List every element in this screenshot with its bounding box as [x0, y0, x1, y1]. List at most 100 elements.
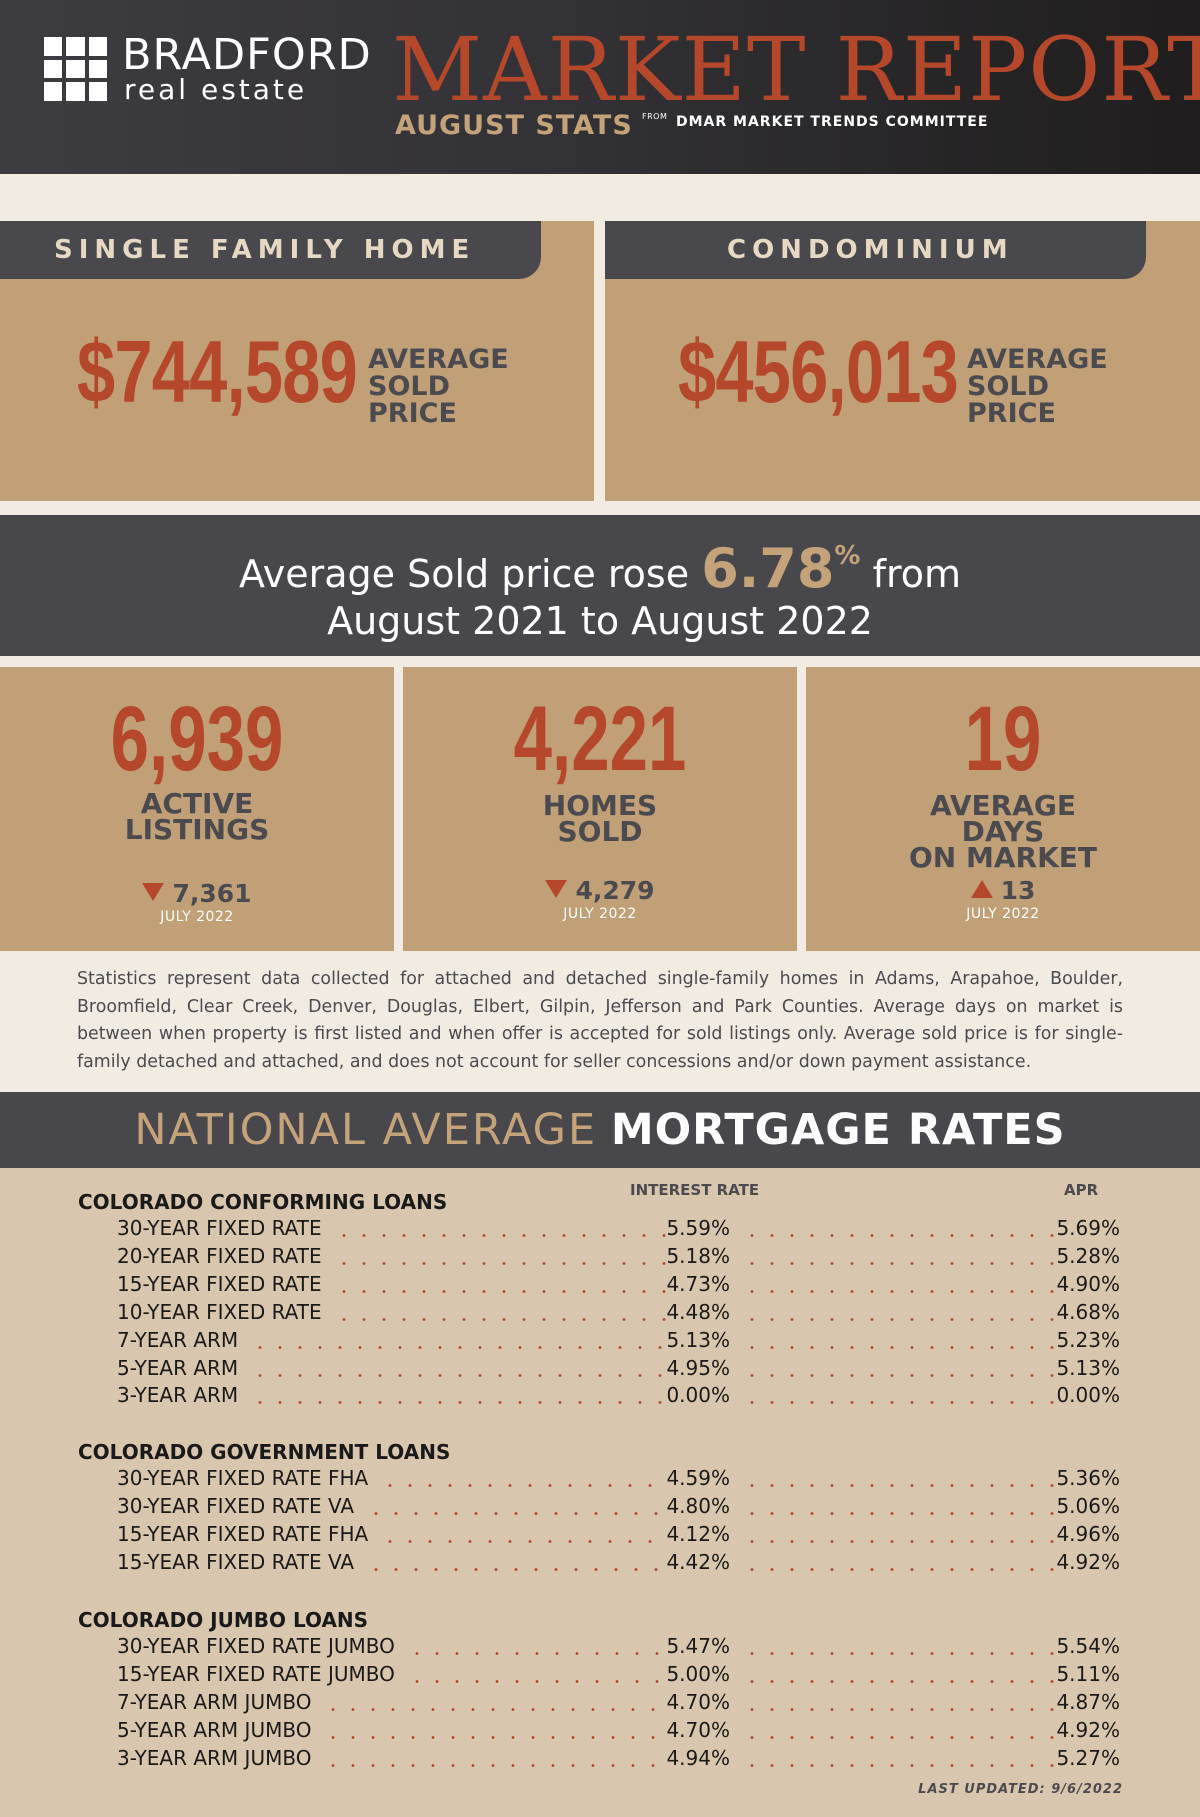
stat-label: AVERAGE DAYS ON MARKET	[908, 789, 1097, 874]
apr-rate: 4.92%	[1056, 1549, 1120, 1574]
leader-dots	[742, 1261, 1054, 1265]
brand-subtitle: real estate	[124, 73, 308, 106]
stat-number: 6,939	[110, 688, 284, 790]
loan-type: 7-YEAR ARM	[117, 1327, 239, 1352]
stat-month: JULY 2022	[160, 909, 234, 925]
rate-row: 5-YEAR ARM 4.95% 5.13%	[0, 1354, 1200, 1382]
leader-dots	[742, 1707, 1054, 1711]
leader-dots	[742, 1289, 1054, 1293]
banner-line-1: Average Sold price rose 6.78% from	[238, 537, 962, 600]
rate-row: 3-YEAR ARM 0.00% 0.00%	[0, 1381, 1200, 1409]
loan-type: 3-YEAR ARM JUMBO	[117, 1745, 312, 1770]
brand-logo-icon	[44, 37, 107, 101]
loan-type: 15-YEAR FIXED RATE FHA	[117, 1521, 369, 1546]
single-family-price-label: AVERAGE SOLD PRICE	[368, 344, 509, 429]
down-arrow-icon	[545, 880, 568, 898]
loan-type: 15-YEAR FIXED RATE VA	[117, 1549, 355, 1574]
stat-active-listings: 6,939 ACTIVE LISTINGS 7,361 JULY 2022	[0, 667, 394, 951]
report-source: DMAR MARKET TRENDS COMMITTEE	[676, 114, 989, 130]
stat-number: 4,221	[513, 688, 687, 790]
interest-rate: 0.00%	[666, 1383, 730, 1408]
leader-dots	[323, 1763, 666, 1767]
apr-rate: 5.54%	[1056, 1634, 1120, 1658]
rate-row: 20-YEAR FIXED RATE 5.18% 5.28%	[0, 1242, 1200, 1270]
leader-dots	[742, 1652, 1054, 1655]
banner-line-2: August 2021 to August 2022	[327, 599, 873, 643]
interest-rate: 4.95%	[666, 1355, 730, 1380]
interest-rate: 5.00%	[666, 1661, 730, 1686]
down-arrow-icon	[142, 883, 165, 901]
loan-type: 30-YEAR FIXED RATE VA	[117, 1493, 355, 1518]
leader-dots	[742, 1511, 1054, 1515]
apr-rate: 5.36%	[1056, 1466, 1120, 1490]
leader-dots	[407, 1652, 666, 1655]
loan-type: 15-YEAR FIXED RATE JUMBO	[117, 1661, 395, 1686]
apr-rate: 0.00%	[1056, 1383, 1120, 1408]
column-header-apr: APR	[1064, 1181, 1099, 1199]
banner-percent: 6.78%	[701, 537, 861, 600]
rate-row: 7-YEAR ARM JUMBO 4.70% 4.87%	[0, 1688, 1200, 1716]
loan-group-title: COLORADO CONFORMING LOANS	[78, 1190, 448, 1214]
apr-rate: 4.87%	[1056, 1689, 1120, 1714]
leader-dots	[380, 1484, 666, 1487]
loan-type: 5-YEAR ARM	[117, 1355, 239, 1380]
leader-dots	[334, 1261, 666, 1265]
rate-row: 30-YEAR FIXED RATE FHA 4.59% 5.36%	[0, 1464, 1200, 1492]
leader-dots	[407, 1679, 666, 1683]
leader-dots	[742, 1373, 1054, 1377]
stat-previous: 7,361	[0, 881, 394, 906]
interest-rate: 4.12%	[666, 1521, 730, 1546]
leader-dots	[323, 1707, 666, 1711]
apr-rate: 5.13%	[1056, 1355, 1120, 1380]
interest-rate: 5.59%	[666, 1216, 730, 1240]
rate-row: 30-YEAR FIXED RATE VA 4.80% 5.06%	[0, 1492, 1200, 1520]
price-change-banner: Average Sold price rose 6.78% from Augus…	[0, 515, 1200, 656]
leader-dots	[742, 1234, 1054, 1237]
condo-card: CONDOMINIUM $456,013 AVERAGE SOLD PRICE	[605, 221, 1200, 501]
interest-rate: 4.70%	[666, 1689, 730, 1714]
loan-type: 30-YEAR FIXED RATE FHA	[117, 1466, 369, 1490]
condo-price: $456,013	[678, 322, 959, 421]
interest-rate: 5.13%	[666, 1327, 730, 1352]
mortgage-title: NATIONAL AVERAGE MORTGAGE RATES	[0, 1092, 1200, 1168]
stat-month: JULY 2022	[966, 906, 1040, 922]
loan-type: 7-YEAR ARM JUMBO	[117, 1689, 312, 1714]
apr-rate: 4.90%	[1056, 1271, 1120, 1296]
apr-rate: 5.27%	[1056, 1745, 1120, 1770]
interest-rate: 5.47%	[666, 1634, 730, 1658]
loan-type: 15-YEAR FIXED RATE	[117, 1271, 322, 1296]
interest-rate: 4.70%	[666, 1717, 730, 1742]
apr-rate: 5.11%	[1056, 1661, 1120, 1686]
stat-label: HOMES SOLD	[542, 789, 658, 848]
stat-number: 19	[964, 688, 1042, 790]
loan-type: 30-YEAR FIXED RATE JUMBO	[117, 1634, 395, 1658]
last-updated: LAST UPDATED: 9/6/2022	[918, 1782, 1123, 1797]
condo-price-label: AVERAGE SOLD PRICE	[967, 344, 1108, 429]
interest-rate: 4.73%	[666, 1271, 730, 1296]
leader-dots	[742, 1484, 1054, 1487]
report-from: FROM	[642, 112, 668, 121]
single-family-card: SINGLE FAMILY HOME $744,589 AVERAGE SOLD…	[0, 221, 594, 501]
leader-dots	[334, 1289, 666, 1293]
leader-dots	[366, 1511, 666, 1515]
leader-dots	[742, 1317, 1054, 1321]
leader-dots	[334, 1234, 666, 1237]
loan-type: 20-YEAR FIXED RATE	[117, 1243, 322, 1268]
header: BRADFORD real estate MARKET REPORT AUGUS…	[0, 0, 1200, 174]
column-header-interest: INTEREST RATE	[630, 1181, 760, 1199]
rate-row: 3-YEAR ARM JUMBO 4.94% 5.27%	[0, 1744, 1200, 1772]
leader-dots	[334, 1317, 666, 1321]
leader-dots	[742, 1679, 1054, 1683]
interest-rate: 4.42%	[666, 1549, 730, 1574]
interest-rate: 4.59%	[666, 1466, 730, 1490]
rate-row: 10-YEAR FIXED RATE 4.48% 4.68%	[0, 1298, 1200, 1326]
condo-tab: CONDOMINIUM	[605, 221, 1146, 279]
apr-rate: 4.92%	[1056, 1717, 1120, 1742]
leader-dots	[742, 1763, 1054, 1767]
stat-month: JULY 2022	[563, 906, 637, 922]
loan-type: 30-YEAR FIXED RATE	[117, 1216, 322, 1240]
apr-rate: 5.23%	[1056, 1327, 1120, 1352]
rate-row: 15-YEAR FIXED RATE 4.73% 4.90%	[0, 1270, 1200, 1298]
stat-previous: 4,279	[403, 878, 797, 903]
loan-type: 10-YEAR FIXED RATE	[117, 1299, 322, 1324]
